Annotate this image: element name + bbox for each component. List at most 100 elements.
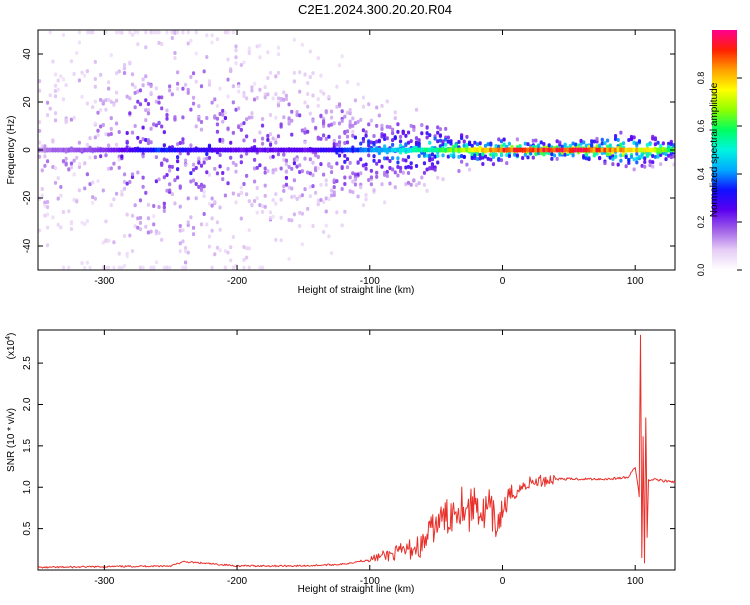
heatmap-cell: [335, 104, 339, 109]
heatmap-cell: [505, 147, 509, 153]
heatmap-cell: [218, 227, 222, 232]
heatmap-cell: [396, 164, 400, 169]
heatmap-cell: [226, 57, 230, 62]
heatmap-cell: [112, 240, 116, 245]
heatmap-cell: [239, 160, 243, 165]
heatmap-cell: [88, 147, 92, 153]
heatmap-cell: [130, 172, 135, 177]
heatmap-cell: [629, 154, 634, 159]
heatmap-cell: [579, 141, 583, 146]
heatmap-cell: [93, 147, 97, 153]
heatmap-cell: [348, 175, 352, 180]
x-tick-label: -300: [94, 276, 114, 287]
heatmap-cell: [367, 178, 371, 183]
heatmap-cell: [489, 157, 493, 162]
heatmap-cell: [367, 102, 371, 107]
heatmap-cell: [75, 155, 79, 160]
heatmap-cell: [595, 144, 599, 149]
heatmap-cell: [260, 136, 265, 141]
heatmap-cell: [340, 109, 344, 114]
heatmap-cell: [109, 203, 113, 208]
heatmap-cell: [316, 103, 320, 108]
heatmap-cell: [202, 147, 206, 153]
heatmap-cell: [178, 147, 182, 153]
heatmap-cell: [226, 250, 230, 255]
heatmap-cell: [59, 147, 63, 153]
heatmap-cell: [170, 30, 174, 35]
heatmap-cell: [93, 155, 97, 160]
heatmap-cell: [332, 190, 336, 195]
heatmap-cell: [136, 147, 140, 153]
heatmap-cell: [282, 147, 286, 153]
heatmap-cell: [263, 85, 267, 90]
heatmap-cell: [237, 84, 241, 89]
heatmap-cell: [72, 115, 76, 120]
heatmap-cell: [648, 151, 652, 156]
heatmap-cell: [640, 147, 644, 153]
heatmap-cell: [441, 147, 445, 153]
heatmap-cell: [300, 147, 304, 153]
heatmap-cell: [245, 134, 249, 139]
heatmap-cell: [290, 166, 294, 171]
heatmap-cell: [491, 154, 496, 159]
heatmap-cell: [114, 191, 119, 196]
heatmap-cell: [308, 111, 312, 116]
heatmap-cell: [268, 147, 273, 153]
heatmap-cell: [263, 193, 267, 198]
heatmap-cell: [659, 147, 663, 153]
heatmap-cell: [146, 138, 151, 143]
heatmap-cell: [80, 261, 84, 266]
heatmap-cell: [141, 147, 145, 153]
heatmap-cell: [526, 155, 530, 160]
heatmap-cell: [369, 118, 373, 123]
heatmap-cell: [122, 147, 127, 153]
heatmap-cell: [207, 82, 212, 87]
heatmap-cell: [460, 136, 464, 141]
heatmap-cell: [226, 181, 230, 186]
heatmap-cell: [83, 265, 87, 270]
heatmap-cell: [276, 134, 281, 139]
heatmap-cell: [136, 216, 140, 221]
heatmap-cell: [598, 143, 602, 148]
heatmap-cell: [422, 170, 427, 175]
heatmap-cell: [69, 221, 74, 226]
heatmap-cell: [664, 147, 668, 153]
heatmap-cell: [645, 153, 650, 158]
heatmap-cell: [348, 147, 352, 153]
heatmap-cell: [210, 265, 214, 270]
heatmap-cell: [168, 168, 172, 173]
heatmap-cell: [481, 151, 485, 156]
heatmap-cell: [157, 205, 161, 210]
heatmap-cell: [300, 169, 304, 174]
heatmap-cell: [245, 96, 249, 101]
heatmap-cell: [276, 103, 281, 108]
heatmap-cell: [181, 86, 185, 91]
heatmap-cell: [515, 137, 519, 142]
heatmap-cell: [112, 147, 116, 153]
heatmap-cell: [337, 140, 342, 145]
heatmap-cell: [99, 97, 103, 102]
heatmap-cell: [77, 161, 82, 166]
heatmap-cell: [136, 30, 140, 35]
heatmap-cell: [343, 209, 347, 214]
heatmap-cell: [215, 171, 220, 176]
heatmap-cell: [210, 40, 214, 45]
heatmap-cell: [430, 147, 435, 153]
heatmap-cell: [85, 219, 89, 224]
heatmap-cell: [595, 147, 599, 153]
heatmap-cell: [149, 30, 153, 35]
heatmap-cell: [303, 140, 307, 145]
heatmap-cell: [234, 48, 238, 53]
heatmap-cell: [507, 154, 511, 159]
heatmap-cell: [595, 136, 599, 141]
heatmap-cell: [298, 70, 302, 75]
heatmap-cell: [130, 130, 135, 135]
heatmap-cell: [491, 147, 496, 153]
heatmap-cell: [138, 215, 143, 220]
heatmap-cell: [292, 178, 296, 183]
heatmap-cell: [268, 70, 273, 75]
heatmap-cell: [189, 215, 193, 220]
heatmap-cell: [369, 168, 373, 173]
heatmap-cell: [653, 154, 657, 159]
heatmap-cell: [284, 182, 289, 187]
